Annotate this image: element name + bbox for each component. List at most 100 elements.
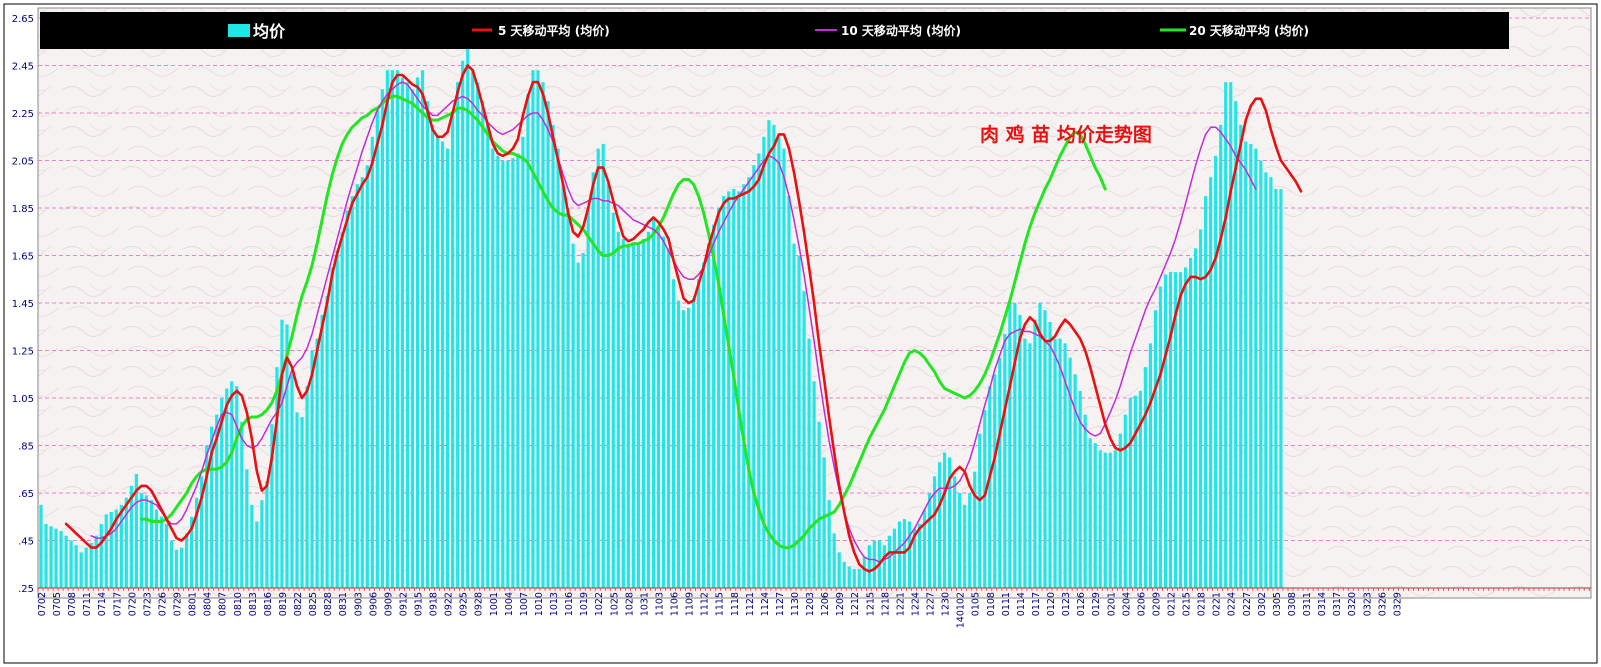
- price-bar: [1143, 367, 1147, 588]
- price-bar: [315, 338, 319, 588]
- price-bar: [1148, 343, 1153, 588]
- price-bar: [179, 547, 184, 588]
- price-bar: [707, 243, 711, 588]
- x-tick-label: 0708: [67, 592, 78, 616]
- price-bar: [606, 184, 610, 588]
- price-bar: [471, 70, 475, 588]
- x-tick-label: 1230: [941, 592, 952, 616]
- x-tick-label: 0711: [82, 592, 93, 616]
- price-bar: [1259, 160, 1263, 588]
- price-bar: [310, 350, 314, 588]
- price-bar: [717, 208, 721, 588]
- price-bar: [64, 535, 68, 588]
- price-bar: [541, 82, 545, 588]
- price-bar: [205, 445, 209, 588]
- price-bar: [1068, 357, 1072, 588]
- price-bar: [1048, 322, 1052, 588]
- x-tick-label: 0714: [97, 592, 108, 616]
- price-bar: [922, 509, 927, 588]
- price-bar: [631, 243, 635, 588]
- price-bar: [410, 89, 415, 588]
- ma20-line: [139, 94, 1107, 550]
- y-axis-ticks: .25 .45 .65 .85 1.05 1.25 1.45 1.65 1.85 2.05 2.25…: [12, 14, 34, 595]
- price-bar: [1003, 333, 1007, 588]
- price-bar: [817, 421, 821, 588]
- price-bar: [330, 267, 334, 588]
- price-bar: [827, 500, 831, 588]
- x-tick-label: 0120: [1046, 592, 1057, 616]
- price-bar: [797, 255, 801, 588]
- price-bar: [1239, 124, 1243, 588]
- x-tick-label: 1028: [624, 592, 635, 616]
- price-bar: [355, 184, 359, 588]
- x-tick-label: 0922: [444, 592, 455, 616]
- price-bar: [461, 60, 465, 588]
- price-bar: [59, 531, 63, 588]
- x-tick-label: 0218: [1197, 592, 1208, 616]
- x-tick-label: 0720: [127, 592, 138, 616]
- price-bar: [832, 533, 836, 588]
- x-tick-label: 0105: [971, 592, 982, 616]
- price-bar: [69, 540, 73, 588]
- price-bar: [882, 545, 886, 588]
- price-bar: [1118, 433, 1122, 588]
- x-tick-label: 1227: [926, 592, 937, 616]
- price-bar: [430, 124, 435, 588]
- x-tick-label: 1106: [670, 592, 681, 616]
- legend-label-ma10: 10 天移动平均 (均价): [841, 23, 961, 38]
- y-tick-label: 1.05: [12, 394, 34, 405]
- price-bar: [74, 545, 78, 588]
- price-bar: [621, 238, 625, 588]
- legend-label-price: 均价: [253, 22, 286, 41]
- price-bar: [571, 243, 575, 588]
- price-bar: [948, 457, 952, 588]
- price-bar: [89, 542, 93, 588]
- price-bar: [1234, 101, 1238, 588]
- price-bar: [526, 94, 530, 588]
- price-bar: [646, 231, 651, 588]
- y-tick-label: 2.05: [12, 157, 34, 168]
- price-bar: [280, 319, 284, 588]
- x-tick-label: 1001: [489, 592, 500, 616]
- price-bar: [54, 528, 58, 588]
- price-bar: [255, 521, 259, 588]
- price-bar: [425, 101, 430, 588]
- price-bar: [335, 250, 339, 588]
- price-bar: [1219, 124, 1223, 588]
- x-tick-label: 0813: [248, 592, 259, 616]
- x-tick-label: 1218: [880, 592, 891, 616]
- x-tick-label: 0912: [398, 592, 409, 616]
- x-tick-label: 1031: [639, 592, 650, 616]
- price-bar: [762, 136, 766, 588]
- legend-label-ma20: 20 天移动平均 (均价): [1189, 23, 1309, 38]
- x-tick-label: 140102: [956, 592, 967, 628]
- x-tick-label: 0828: [323, 592, 334, 616]
- price-bar: [666, 248, 671, 588]
- price-bar: [441, 141, 445, 588]
- y-tick-label: .25: [18, 584, 34, 595]
- price-bar: [380, 89, 384, 588]
- price-bar: [892, 528, 896, 588]
- x-tick-label: 0810: [233, 592, 244, 616]
- x-tick-label: 0308: [1287, 592, 1298, 616]
- price-bar: [692, 298, 696, 588]
- y-tick-label: 1.45: [12, 299, 34, 310]
- price-bar: [114, 509, 118, 588]
- price-bar: [1249, 143, 1253, 588]
- price-bar: [897, 521, 902, 588]
- price-bar: [807, 338, 811, 588]
- x-tick-label: 1022: [594, 592, 605, 616]
- x-tick-label: 0204: [1121, 592, 1132, 616]
- price-bar: [154, 509, 159, 588]
- x-tick-label: 1019: [579, 592, 590, 616]
- price-bar: [39, 504, 43, 588]
- x-tick-label: 0323: [1362, 592, 1373, 616]
- x-tick-label: 0816: [263, 592, 274, 616]
- price-bar: [566, 208, 570, 588]
- ma5-line: [64, 64, 1303, 573]
- price-bar: [295, 412, 299, 588]
- price-bar: [521, 136, 525, 588]
- price-bar: [581, 253, 585, 588]
